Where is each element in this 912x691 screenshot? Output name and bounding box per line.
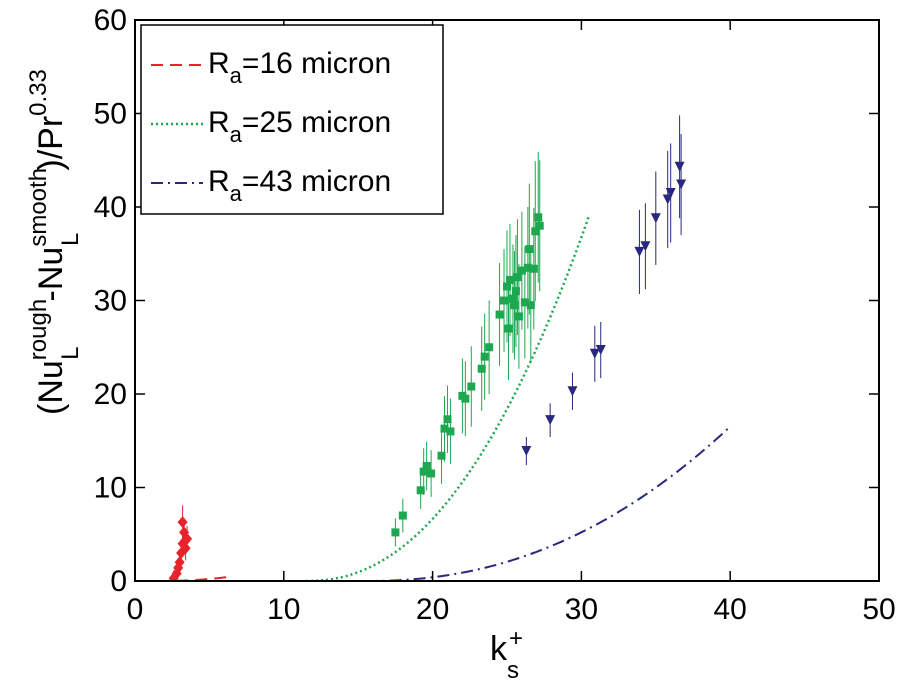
legend-label-ra-43: Ra=43 micron [208,165,391,206]
y-axis-label-mid: -Nu [32,247,70,302]
data-point-ra-25 [500,296,509,305]
y-tick-label: 30 [94,285,127,318]
x-axis-label: k+ s [490,625,523,684]
data-point-ra-43 [595,345,606,356]
y-tick-label: 40 [94,191,127,224]
legend-label-ra-43-text: =43 micron [242,165,391,198]
x-axis-label-sub: s [507,657,519,684]
data-point-ra-43 [676,179,687,190]
legend-label-ra-16-text: =16 micron [242,47,391,80]
data-point-ra-25 [480,352,489,361]
data-point-ra-43 [521,446,532,457]
data-point-ra-25 [513,273,522,282]
y-axis-label-sup-rough: rough [25,299,52,360]
data-point-ra-43 [567,386,578,397]
legend-label-ra-43-base: R [208,165,230,198]
data-point-ra-25 [398,511,407,520]
data-point-ra-25 [440,424,449,433]
data-point-ra-25 [391,528,400,537]
data-point-ra-43 [545,415,556,426]
plot-area [157,115,731,581]
y-axis-label-sub-1: L [57,346,84,359]
y-axis-label-sup-smooth: smooth [25,168,52,247]
data-point-ra-43 [589,348,600,359]
fit-curve-ra-43 [365,425,731,581]
data-point-ra-16 [182,532,193,545]
data-point-ra-25 [504,324,513,333]
data-point-ra-16 [174,556,185,569]
x-tick-label: 20 [416,593,449,626]
data-point-ra-25 [427,469,436,478]
y-tick-label: 20 [94,378,127,411]
data-point-ra-25 [510,301,519,310]
data-point-ra-25 [525,245,534,254]
data-point-ra-25 [495,310,504,319]
x-tick-label: 0 [127,593,144,626]
data-point-ra-16 [180,542,191,555]
x-tick-label: 30 [565,593,598,626]
data-point-ra-25 [443,415,452,424]
x-axis-label-base: k [490,630,508,668]
data-point-ra-25 [531,227,540,236]
legend-label-ra-25-base: R [208,106,230,139]
data-point-ra-25 [523,263,532,272]
data-point-ra-25 [505,275,514,284]
data-point-ra-25 [461,394,470,403]
legend: Ra=16 micron Ra=25 micron Ra=43 micron [140,24,444,215]
y-tick-label: 10 [94,472,127,505]
y-axis-label: (Nurough L-Nusmooth L)/Pr0.33 [25,69,84,415]
y-axis-label-sub-2: L [57,233,84,246]
y-tick-label: 60 [94,4,127,37]
data-point-ra-43 [650,213,661,224]
data-point-ra-25 [535,221,544,230]
data-point-ra-43 [634,246,645,257]
data-point-ra-43 [640,241,651,252]
data-point-ra-25 [477,364,486,373]
data-point-ra-25 [503,282,511,291]
data-point-ra-25 [511,287,520,296]
data-point-ra-25 [419,467,428,476]
data-point-ra-16 [177,516,188,529]
legend-label-ra-25-sub: a [230,122,243,147]
y-tick-label: 50 [94,98,127,131]
data-point-ra-25 [520,298,529,307]
legend-label-ra-43-sub: a [230,181,243,206]
tick-labels: 0 10 20 30 40 50 0 10 20 30 40 50 60 [94,4,896,626]
legend-label-ra-25: Ra=25 micron [208,106,391,147]
legend-label-ra-16-sub: a [230,63,243,88]
data-point-ra-43 [665,187,676,198]
data-point-ra-25 [437,451,446,460]
y-axis-label-open: (Nu [32,360,70,415]
data-point-ra-25 [508,294,517,303]
data-point-ra-25 [529,264,538,273]
data-point-ra-25 [485,343,494,352]
legend-box [140,24,444,215]
data-point-ra-43 [674,161,685,172]
legend-label-ra-16: Ra=16 micron [208,47,391,88]
data-point-ra-25 [526,301,535,310]
x-tick-label: 10 [267,593,300,626]
y-axis-label-close: )/Pr [32,116,70,171]
y-tick-label: 0 [110,565,127,598]
data-point-ra-25 [446,427,455,436]
x-tick-label: 50 [862,593,895,626]
x-axis-label-sup: + [509,625,523,652]
y-axis-label-sup-exponent: 0.33 [25,69,52,116]
data-point-ra-25 [517,266,526,275]
data-point-ra-25 [422,461,431,470]
legend-label-ra-16-base: R [208,47,230,80]
legend-label-ra-25-text: =25 micron [242,106,391,139]
data-point-ra-25 [416,486,425,495]
data-point-ra-25 [514,312,523,321]
data-point-ra-25 [534,213,543,222]
data-point-ra-25 [467,382,476,391]
x-tick-label: 40 [714,593,747,626]
